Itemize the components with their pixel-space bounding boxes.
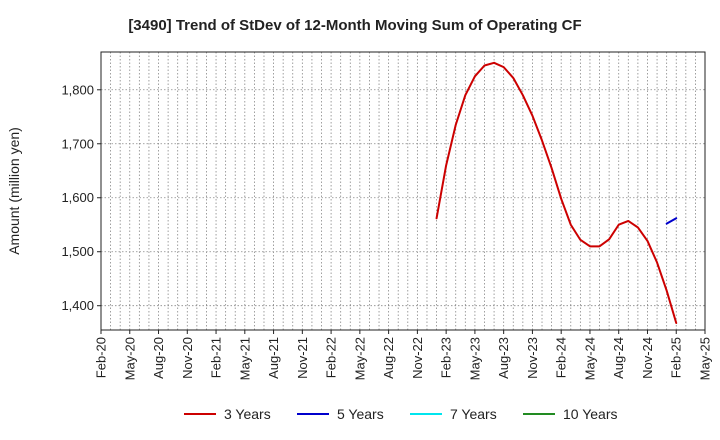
y-axis-label: Amount (million yen): [6, 127, 22, 255]
y-tick-label: 1,400: [61, 298, 94, 313]
x-tick-label: May-24: [582, 337, 597, 380]
legend: 3 Years 5 Years 7 Years 10 Years: [184, 406, 618, 422]
legend-label: 5 Years: [337, 406, 384, 422]
y-tick-label: 1,800: [61, 82, 94, 97]
legend-label: 10 Years: [563, 406, 618, 422]
x-tick-label: Feb-21: [209, 337, 224, 378]
chart-title: [3490] Trend of StDev of 12-Month Moving…: [128, 17, 581, 34]
x-tick-label: Aug-20: [151, 337, 166, 379]
x-tick-label: Nov-20: [180, 337, 195, 379]
y-tick-label: 1,600: [61, 190, 94, 205]
x-tick-label: Nov-22: [410, 337, 425, 379]
x-tick-label: Aug-22: [381, 337, 396, 379]
x-tick-label: Feb-22: [324, 337, 339, 378]
series-lines: [435, 61, 678, 324]
x-tick-label: Nov-21: [295, 337, 310, 379]
x-tick-label: Aug-24: [611, 337, 626, 379]
x-tick-label: May-20: [122, 337, 137, 380]
x-tick-label: Feb-24: [554, 337, 569, 378]
series-line-5-years: [665, 217, 678, 225]
y-tick-label: 1,500: [61, 244, 94, 259]
x-tick-label: Aug-21: [266, 337, 281, 379]
grid: [101, 52, 705, 330]
x-tick-label: May-25: [698, 337, 713, 380]
x-tick-label: Nov-23: [525, 337, 540, 379]
y-tick-label: 1,700: [61, 136, 94, 151]
x-tick-label: Aug-23: [496, 337, 511, 379]
y-axis: 1,400 1,500 1,600 1,700 1,800: [61, 82, 101, 313]
x-tick-label: Feb-20: [94, 337, 109, 378]
x-tick-label: May-23: [467, 337, 482, 380]
x-tick-label: May-21: [237, 337, 252, 380]
x-tick-label: Feb-23: [439, 337, 454, 378]
x-axis: Feb-20 May-20 Aug-20 Nov-20 Feb-21 May-21 Aug-…: [94, 330, 713, 380]
plot-area: [100, 51, 706, 331]
legend-label: 7 Years: [450, 406, 497, 422]
x-tick-label: Feb-25: [669, 337, 684, 378]
x-tick-label: Nov-24: [640, 337, 655, 379]
series-line-3-years: [435, 61, 678, 324]
x-tick-label: May-22: [352, 337, 367, 380]
legend-label: 3 Years: [224, 406, 271, 422]
